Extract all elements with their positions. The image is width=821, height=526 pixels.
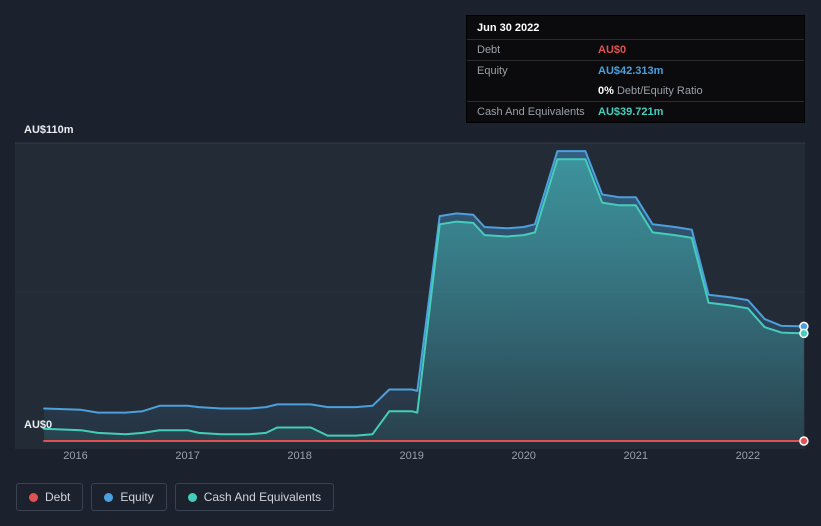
y-axis-max-label: AU$110m	[24, 124, 74, 136]
legend-item-label: Debt	[45, 490, 71, 504]
legend-item-label: Equity	[120, 490, 154, 504]
cash-legend-dot-icon	[187, 492, 197, 502]
svg-text:2018: 2018	[287, 450, 311, 462]
debt-legend-dot-icon	[29, 492, 38, 502]
svg-text:2022: 2022	[736, 450, 760, 462]
tooltip-equity-value: AU$42.313m	[598, 65, 664, 77]
ratio-caption: Debt/Equity Ratio	[613, 85, 703, 97]
tooltip-ratio-value: 0% Debt/Equity Ratio	[598, 84, 703, 98]
tooltip-debt-value: AU$0	[598, 44, 627, 56]
tooltip-cash-label: Cash And Equivalents	[477, 106, 585, 118]
legend-item-debt[interactable]: Debt	[16, 483, 84, 511]
tooltip-debt-label: Debt	[477, 44, 501, 56]
tooltip-row-cash: Cash And Equivalents AU$39.721m	[467, 102, 804, 122]
equity-legend-dot-icon	[104, 492, 114, 502]
tooltip-row-ratio: 0% Debt/Equity Ratio	[467, 81, 804, 102]
svg-text:2021: 2021	[624, 450, 648, 462]
svg-text:2019: 2019	[399, 450, 423, 462]
svg-text:2020: 2020	[511, 450, 535, 462]
y-axis-zero-label: AU$0	[24, 419, 53, 431]
ratio-percent: 0%	[598, 85, 614, 97]
tooltip-date: Jun 30 2022	[467, 16, 804, 40]
legend-item-cash[interactable]: Cash And Equivalents	[174, 483, 335, 511]
tooltip-row-debt: Debt AU$0	[467, 40, 804, 61]
tooltip-equity-label: Equity	[477, 65, 508, 77]
svg-text:2016: 2016	[63, 450, 87, 462]
legend-item-label: Cash And Equivalents	[203, 490, 322, 504]
tooltip-row-equity: Equity AU$42.313m	[467, 61, 804, 81]
tooltip-cash-value: AU$39.721m	[598, 106, 664, 118]
legend-item-equity[interactable]: Equity	[91, 483, 167, 511]
tooltip: Jun 30 2022 Debt AU$0 Equity AU$42.313m …	[466, 15, 805, 123]
legend: Debt Equity Cash And Equivalents	[16, 483, 335, 511]
svg-text:2017: 2017	[175, 450, 199, 462]
